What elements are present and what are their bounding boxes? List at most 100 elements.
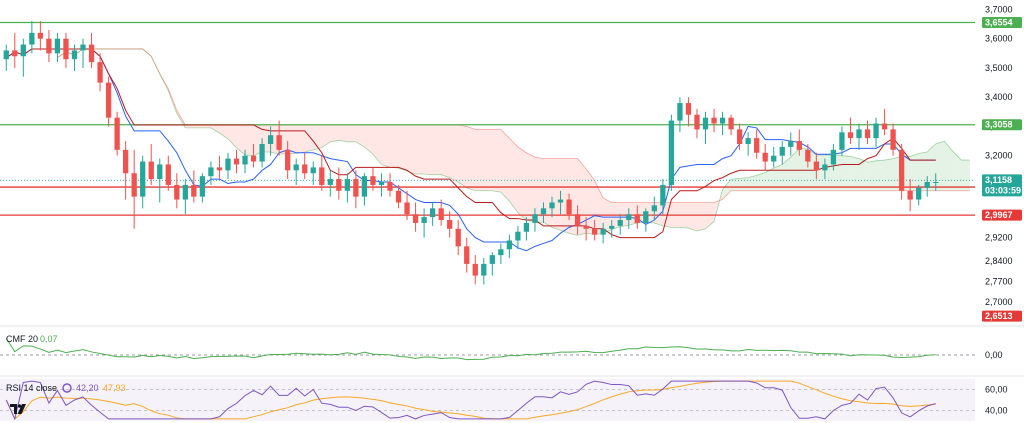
rsi-settings-icon [62,383,72,393]
ichimoku-cloud-segment [910,153,919,191]
candle-body [609,225,615,229]
candle-body [916,187,922,200]
candle [719,111,726,136]
candle [532,208,538,232]
candle [293,158,299,185]
candle-body [148,161,154,180]
candle [762,143,768,171]
tradingview-logo-icon[interactable] [8,402,30,416]
candle-body [822,164,828,171]
candle-body [88,44,95,63]
candle-body [617,220,623,226]
ichimoku-cloud-segment [321,124,331,148]
candle [319,155,325,191]
candle-body [668,120,675,185]
candle-body [805,149,811,162]
candle [702,111,709,144]
candle-body [233,158,240,165]
ichimoku-cloud-segment [756,172,766,191]
candle-body [387,182,393,191]
candle [805,143,811,168]
support-3-tag-label: 2,6513 [985,311,1013,321]
price-tick-label: 3,4000 [985,92,1013,102]
candle-body [63,38,69,60]
rsi-value: 42,20 [76,383,99,393]
candle-body [336,179,342,191]
candle [259,138,265,168]
candle-body [378,182,385,185]
ichimoku-cloud-segment [364,124,373,155]
candle [455,220,461,256]
candle-body [711,117,717,124]
candle [515,225,521,250]
candle-body [165,164,171,185]
candle-body [3,50,9,60]
candle [822,158,828,180]
candle-body [310,167,316,174]
candle-body [12,50,18,57]
candle [907,179,913,212]
ichimoku-cloud-segment [347,124,356,142]
candle [336,167,342,200]
candle-body [771,155,777,162]
candle [788,132,794,156]
ichimoku-cloud-segment [372,124,382,165]
candle-body [20,44,26,57]
ichimoku-cloud-segment [398,124,408,172]
candle [97,53,103,92]
candle-body [626,214,632,221]
ichimoku-cloud-segment [202,124,211,128]
ichimoku-cloud-segment [594,180,604,235]
rsi-pane: RSI 14 close 42,20 47,93 60,00 40,00 [0,379,1008,421]
candle-body [881,123,888,130]
candle [574,205,581,235]
candle [506,234,513,259]
resistance-1-tag-label: 3,6554 [985,18,1013,28]
candle [498,243,504,264]
rsi-line [5,380,936,421]
ichimoku-cloud-segment [884,158,894,191]
candle [924,176,930,197]
ichimoku-cloud-segment [355,124,365,147]
cmf-pane: CMF 20 0,07 0,00 [0,334,1003,361]
candle [80,38,86,68]
candle [745,132,751,156]
candle-body [114,117,120,150]
candle-body [80,44,86,51]
price-tick-label: 3,2000 [985,151,1013,161]
candle [267,126,274,156]
last-price-tag [982,174,1022,197]
ichimoku-cloud-segment [483,129,493,191]
price-tick-label: 2,8400 [985,256,1013,266]
candle [489,252,495,276]
candle [344,173,350,203]
candle-body [447,220,453,229]
candle-body [643,211,649,223]
candle [37,21,44,51]
candle [668,114,675,191]
resistance-1-tag [982,17,1022,29]
candle-body [745,138,751,144]
rsi-ma-value: 47,93 [103,383,126,393]
ichimoku-cloud-segment [586,168,595,235]
candle [592,220,598,241]
candle-body [754,138,760,153]
candle [617,214,623,235]
candle [71,44,78,71]
candle [839,126,845,156]
ichimoku-cloud-segment [927,143,936,191]
candle-body [634,214,640,223]
candle [199,173,206,203]
candle [216,155,223,180]
candle-body [140,161,146,197]
candle [302,152,308,180]
candle-body [592,228,598,235]
candle [566,193,572,221]
candle [429,202,436,226]
ichimoku-cloud-segment [688,202,697,231]
candle [353,170,359,209]
candle-body [327,179,333,185]
ichimoku-cloud-segment [381,124,390,168]
candle [864,120,871,144]
